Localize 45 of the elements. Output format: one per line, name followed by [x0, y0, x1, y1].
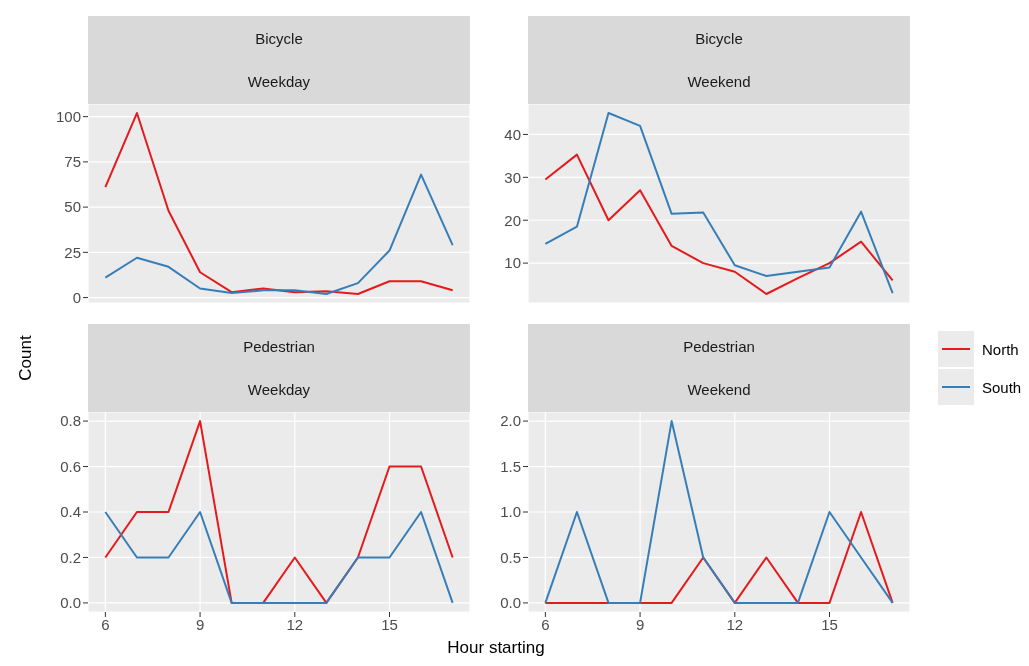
- x-tick-label: 12: [726, 615, 744, 633]
- y-tick-label: 1.0: [500, 503, 521, 521]
- chart-subtitle: Weekday: [246, 380, 312, 398]
- y-tick-label: 40: [504, 125, 521, 143]
- chart-subtitle: Weekend: [686, 380, 752, 398]
- chart-subtitle: Weekday: [246, 72, 312, 90]
- y-tick-label: 30: [504, 168, 521, 186]
- y-tick-label: 0.0: [500, 594, 521, 612]
- y-tick-label: 100: [55, 107, 81, 125]
- y-tick-label: 0.6: [60, 457, 81, 475]
- x-tick-label: 6: [101, 615, 110, 633]
- y-tick-label: 0.2: [60, 548, 81, 566]
- chart-title: Pedestrian: [242, 337, 316, 355]
- y-tick-label: 50: [64, 198, 81, 216]
- chart-subtitle: Weekend: [686, 72, 752, 90]
- chart-title: Pedestrian: [682, 337, 756, 355]
- line-series: [104, 420, 454, 604]
- y-tick-label: 2.0: [500, 412, 521, 430]
- x-tick-label: 12: [286, 615, 304, 633]
- y-tick-label: 25: [64, 243, 81, 261]
- y-axis-title: Count: [16, 334, 36, 383]
- y-tick-label: 10: [504, 254, 521, 272]
- y-tick-label: 1.5: [500, 457, 521, 475]
- x-tick-label: 15: [381, 615, 398, 633]
- line-series: [544, 420, 894, 604]
- x-axis-title: Hour starting: [446, 638, 546, 658]
- line-series: [544, 112, 894, 295]
- y-tick-label: 0.4: [60, 503, 81, 521]
- y-tick-label: 0.8: [60, 412, 81, 430]
- chart-title: Bicycle: [254, 29, 304, 47]
- legend-label: North: [982, 340, 1019, 358]
- y-tick-label: 0.5: [500, 548, 521, 566]
- line-series: [544, 153, 894, 295]
- chart-title: Bicycle: [694, 29, 744, 47]
- y-tick-label: 0: [72, 288, 81, 306]
- x-tick-label: 9: [195, 615, 205, 633]
- y-tick-label: 0.0: [60, 594, 81, 612]
- legend-label: South: [982, 378, 1022, 396]
- y-tick-label: 20: [504, 211, 521, 229]
- x-tick-label: 15: [821, 615, 838, 633]
- y-tick-label: 75: [64, 153, 81, 171]
- line-series: [104, 112, 454, 295]
- x-tick-label: 6: [541, 615, 550, 633]
- x-tick-label: 9: [635, 615, 645, 633]
- line-series: [104, 173, 454, 295]
